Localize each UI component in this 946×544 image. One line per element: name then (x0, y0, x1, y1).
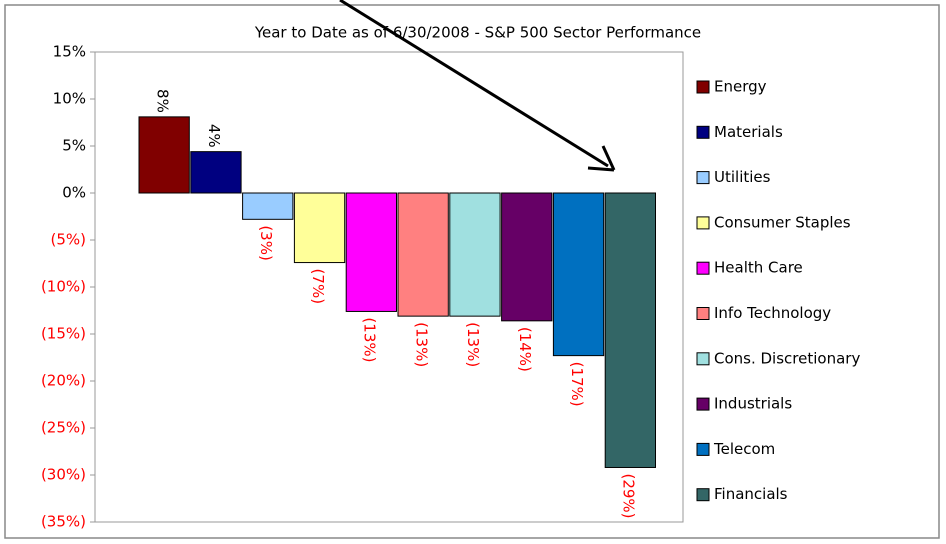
legend-label: Cons. Discretionary (714, 349, 860, 367)
arrow-head (587, 145, 616, 172)
value-label: (17%) (568, 362, 586, 407)
legend-swatch (696, 442, 710, 456)
y-tick-label: 5% (62, 137, 86, 155)
legend-swatch (696, 488, 710, 502)
value-label: (13%) (361, 317, 379, 362)
arrow-line (339, 0, 609, 168)
bar (449, 192, 501, 317)
bar (345, 192, 398, 312)
y-tick-label: 10% (53, 90, 86, 108)
value-label: 8% (153, 89, 171, 113)
value-label: (14%) (516, 327, 534, 372)
legend-label: Telecom (713, 440, 775, 458)
legend-label: Industrials (714, 395, 792, 413)
legend-swatch (696, 307, 710, 320)
legend-swatch (696, 216, 710, 230)
bar (242, 192, 294, 220)
legend-swatch (696, 171, 710, 185)
chart-title: Year to Date as of 6/30/2008 - S&P 500 S… (254, 24, 701, 42)
value-label: (3%) (257, 225, 275, 261)
legend-label: Utilities (714, 168, 771, 186)
value-label: (7%) (309, 269, 327, 305)
legend-swatch (696, 397, 710, 411)
bar (138, 116, 190, 194)
y-tick-label: 0% (62, 184, 86, 202)
legend-label: Info Technology (714, 304, 831, 322)
y-tick-label: (20%) (41, 372, 86, 390)
legend-label: Health Care (714, 259, 803, 277)
y-tick-label: (15%) (41, 325, 86, 343)
value-label: (13%) (464, 322, 482, 367)
bar (397, 192, 449, 317)
value-label: 4% (205, 124, 223, 148)
y-tick-label: (5%) (50, 231, 86, 249)
value-label: (29%) (620, 473, 638, 518)
legend-swatch (696, 352, 710, 366)
bar (190, 151, 242, 194)
legend-swatch (696, 80, 710, 94)
value-label: (13%) (412, 322, 430, 367)
y-tick-label: 15% (53, 43, 86, 61)
y-tick-label: (10%) (41, 278, 86, 296)
legend-label: Materials (714, 123, 783, 141)
legend-label: Consumer Staples (714, 213, 851, 231)
y-tick-label: (30%) (41, 466, 86, 484)
bar (293, 192, 346, 264)
legend-swatch (696, 125, 710, 139)
bar (501, 192, 553, 322)
y-tick-label: (25%) (41, 419, 86, 437)
legend-label: Financials (714, 485, 788, 503)
legend-label: Energy (714, 78, 767, 96)
legend-swatch (696, 261, 710, 275)
bar (604, 192, 657, 468)
y-tick-label: (35%) (41, 513, 86, 531)
bar (552, 192, 605, 357)
